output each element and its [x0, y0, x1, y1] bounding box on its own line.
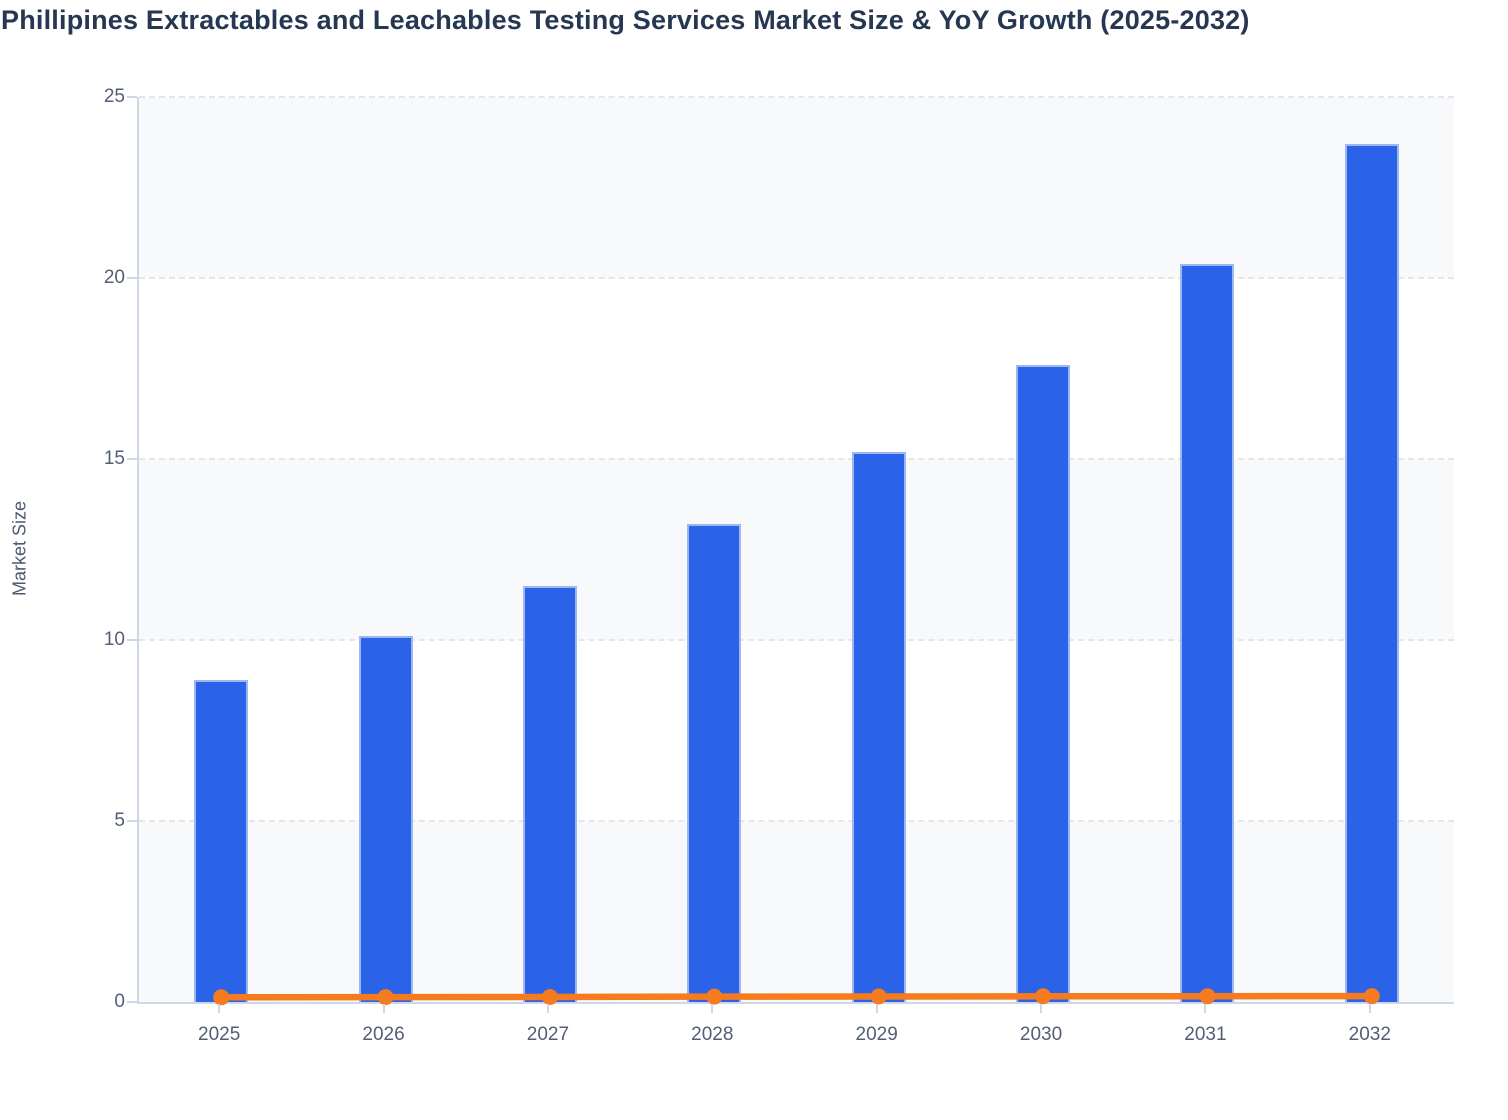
plot-band [139, 459, 1454, 640]
gridline [139, 96, 1454, 98]
y-tick-mark [127, 820, 137, 822]
bar-2030 [1016, 364, 1071, 1002]
gridline [139, 277, 1454, 279]
bar-2032 [1344, 144, 1399, 1002]
x-tick-mark [875, 1004, 878, 1013]
y-tick-label: 20 [103, 267, 125, 288]
x-tick-mark [382, 1004, 385, 1013]
y-tick-mark [127, 277, 137, 279]
plot-band [139, 278, 1454, 459]
x-tick-label-2031: 2031 [1184, 1024, 1227, 1045]
plot-band [139, 97, 1454, 278]
y-tick-mark [127, 458, 137, 460]
yoy-marker-2028 [706, 988, 723, 1005]
gridline [139, 458, 1454, 460]
x-tick-label-2032: 2032 [1348, 1024, 1391, 1045]
x-tick-label-2025: 2025 [198, 1024, 241, 1045]
y-tick-label: 10 [103, 629, 125, 650]
x-tick-label-2029: 2029 [855, 1024, 898, 1045]
x-tick-label-2026: 2026 [362, 1024, 405, 1045]
gridline [139, 639, 1454, 641]
y-tick-label: 25 [103, 86, 125, 107]
x-tick-label-2027: 2027 [526, 1024, 570, 1045]
x-tick-mark [1368, 1004, 1371, 1013]
x-tick-label-2030: 2030 [1019, 1024, 1063, 1045]
x-tick-mark [711, 1004, 714, 1013]
yoy-marker-2029 [870, 988, 887, 1005]
bar-2031 [1180, 263, 1235, 1002]
plot-band [139, 640, 1454, 821]
yoy-growth-line [217, 992, 1376, 1001]
y-tick-label: 15 [103, 448, 125, 469]
x-tick-mark [218, 1004, 221, 1013]
yoy-marker-2027 [541, 988, 558, 1005]
bar-2029 [851, 451, 906, 1002]
bar-2025 [194, 679, 249, 1002]
y-tick-mark [127, 1001, 137, 1003]
yoy-growth-line-layer [213, 988, 1380, 1006]
yoy-marker-2030 [1035, 988, 1052, 1005]
yoy-marker-2032 [1363, 988, 1380, 1005]
bar-2028 [687, 524, 742, 1002]
x-tick-mark [546, 1004, 549, 1013]
plot-band [139, 821, 1454, 1002]
plot-area [137, 96, 1454, 1006]
gridline [139, 820, 1454, 822]
y-tick-mark [127, 639, 137, 641]
x-tick-label-2028: 2028 [691, 1024, 734, 1045]
bar-2026 [358, 636, 413, 1002]
x-tick-mark [1204, 1004, 1207, 1013]
chart-title: Phillipines Extractables and Leachables … [1, 5, 1250, 35]
y-tick-mark [127, 96, 137, 98]
yoy-marker-2025 [213, 989, 230, 1006]
y-axis-title: Market Size [9, 500, 30, 597]
y-tick-label: 0 [114, 991, 125, 1012]
yoy-marker-2031 [1199, 988, 1216, 1005]
yoy-marker-2026 [377, 989, 394, 1006]
y-tick-label: 5 [114, 810, 125, 831]
bar-2027 [522, 585, 577, 1002]
x-tick-mark [1040, 1004, 1043, 1013]
